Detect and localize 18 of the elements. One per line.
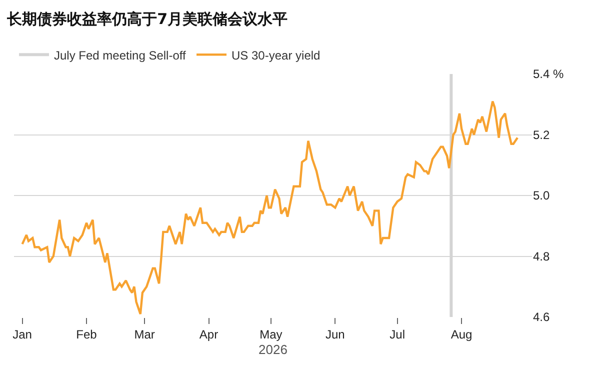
x-axis-title: 2026	[258, 342, 288, 357]
y-tick-label: 5.2	[533, 128, 550, 142]
x-tick-label: Apr	[199, 327, 218, 342]
x-tick-label: Mar	[134, 327, 155, 342]
y-tick-label: 4.6	[533, 310, 550, 324]
x-tick-label: Jan	[12, 327, 32, 342]
y-tick-label: 4.8	[533, 249, 550, 264]
y-tick-label: 5.4 %	[533, 67, 564, 82]
x-tick-label: Jun	[325, 327, 345, 342]
y-tick-label: 5.0	[533, 188, 550, 203]
legend-label: US 30-year yield	[232, 48, 320, 62]
x-tick-label: May	[260, 327, 282, 342]
legend-label: July Fed meeting Sell-off	[54, 48, 187, 62]
chart-title: 长期债券收益率仍高于7月美联储会议水平	[6, 10, 288, 28]
x-tick-label: Feb	[76, 327, 98, 342]
line-series	[21, 100, 519, 316]
x-tick-label: Aug	[450, 327, 472, 342]
x-tick-label: Jul	[390, 327, 405, 342]
